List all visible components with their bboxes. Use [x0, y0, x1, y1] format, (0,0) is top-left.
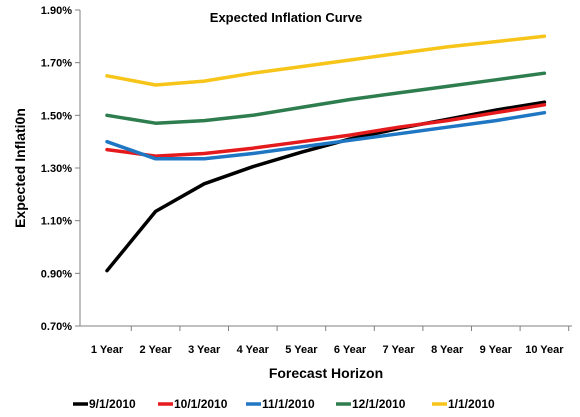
x-tick-label: 5 Year	[285, 344, 318, 356]
x-tick-label: 4 Year	[237, 344, 270, 356]
x-tick-label: 8 Year	[431, 344, 464, 356]
series-lines	[105, 34, 547, 273]
legend-label: 10/1/2010	[174, 397, 228, 411]
chart-title: Expected Inflation Curve	[210, 10, 362, 25]
series-line-1-1-2010	[105, 34, 547, 87]
y-tick-label: 1.30%	[41, 163, 72, 175]
y-tick-label: 1.70%	[41, 58, 72, 70]
legend-label: 1/1/2010	[448, 397, 495, 411]
x-tick-label: 9 Year	[480, 344, 513, 356]
legend-label: 12/1/2010	[352, 397, 406, 411]
series-line-12-1-2010	[105, 71, 547, 125]
x-tick-label: 6 Year	[334, 344, 367, 356]
series-line-10-1-2010	[105, 103, 547, 158]
x-axis-ticks: 1 Year 2 Year 3 Year 4 Year 5 Year 6 Year 7 Ye…	[91, 326, 570, 356]
y-tick-label: 0.90%	[41, 268, 72, 280]
legend: 9/1/2010 10/1/2010 11/1/2010 12/1/2010 1/1/2…	[73, 397, 495, 411]
y-axis-ticks: 0.70% 0.90% 1.10% 1.30% 1.50% 1.70% 1.90%	[41, 5, 80, 333]
legend-label: 11/1/2010	[262, 397, 315, 411]
x-tick-label: 10 Year	[525, 344, 564, 356]
y-tick-label: 1.10%	[41, 216, 72, 228]
x-axis-label: Forecast Horizon	[269, 365, 383, 381]
series-line-9-1-2010	[105, 100, 547, 273]
x-tick-label: 1 Year	[91, 344, 124, 356]
y-tick-label: 0.70%	[41, 321, 72, 333]
series-line-11-1-2010	[105, 110, 547, 161]
x-tick-label: 2 Year	[139, 344, 172, 356]
x-tick-label: 3 Year	[188, 344, 221, 356]
legend-label: 9/1/2010	[89, 397, 136, 411]
x-tick-label: 7 Year	[382, 344, 415, 356]
y-tick-label: 1.90%	[41, 5, 72, 17]
y-tick-label: 1.50%	[41, 110, 72, 122]
y-axis-label: Expected Inflati0n	[12, 108, 28, 228]
